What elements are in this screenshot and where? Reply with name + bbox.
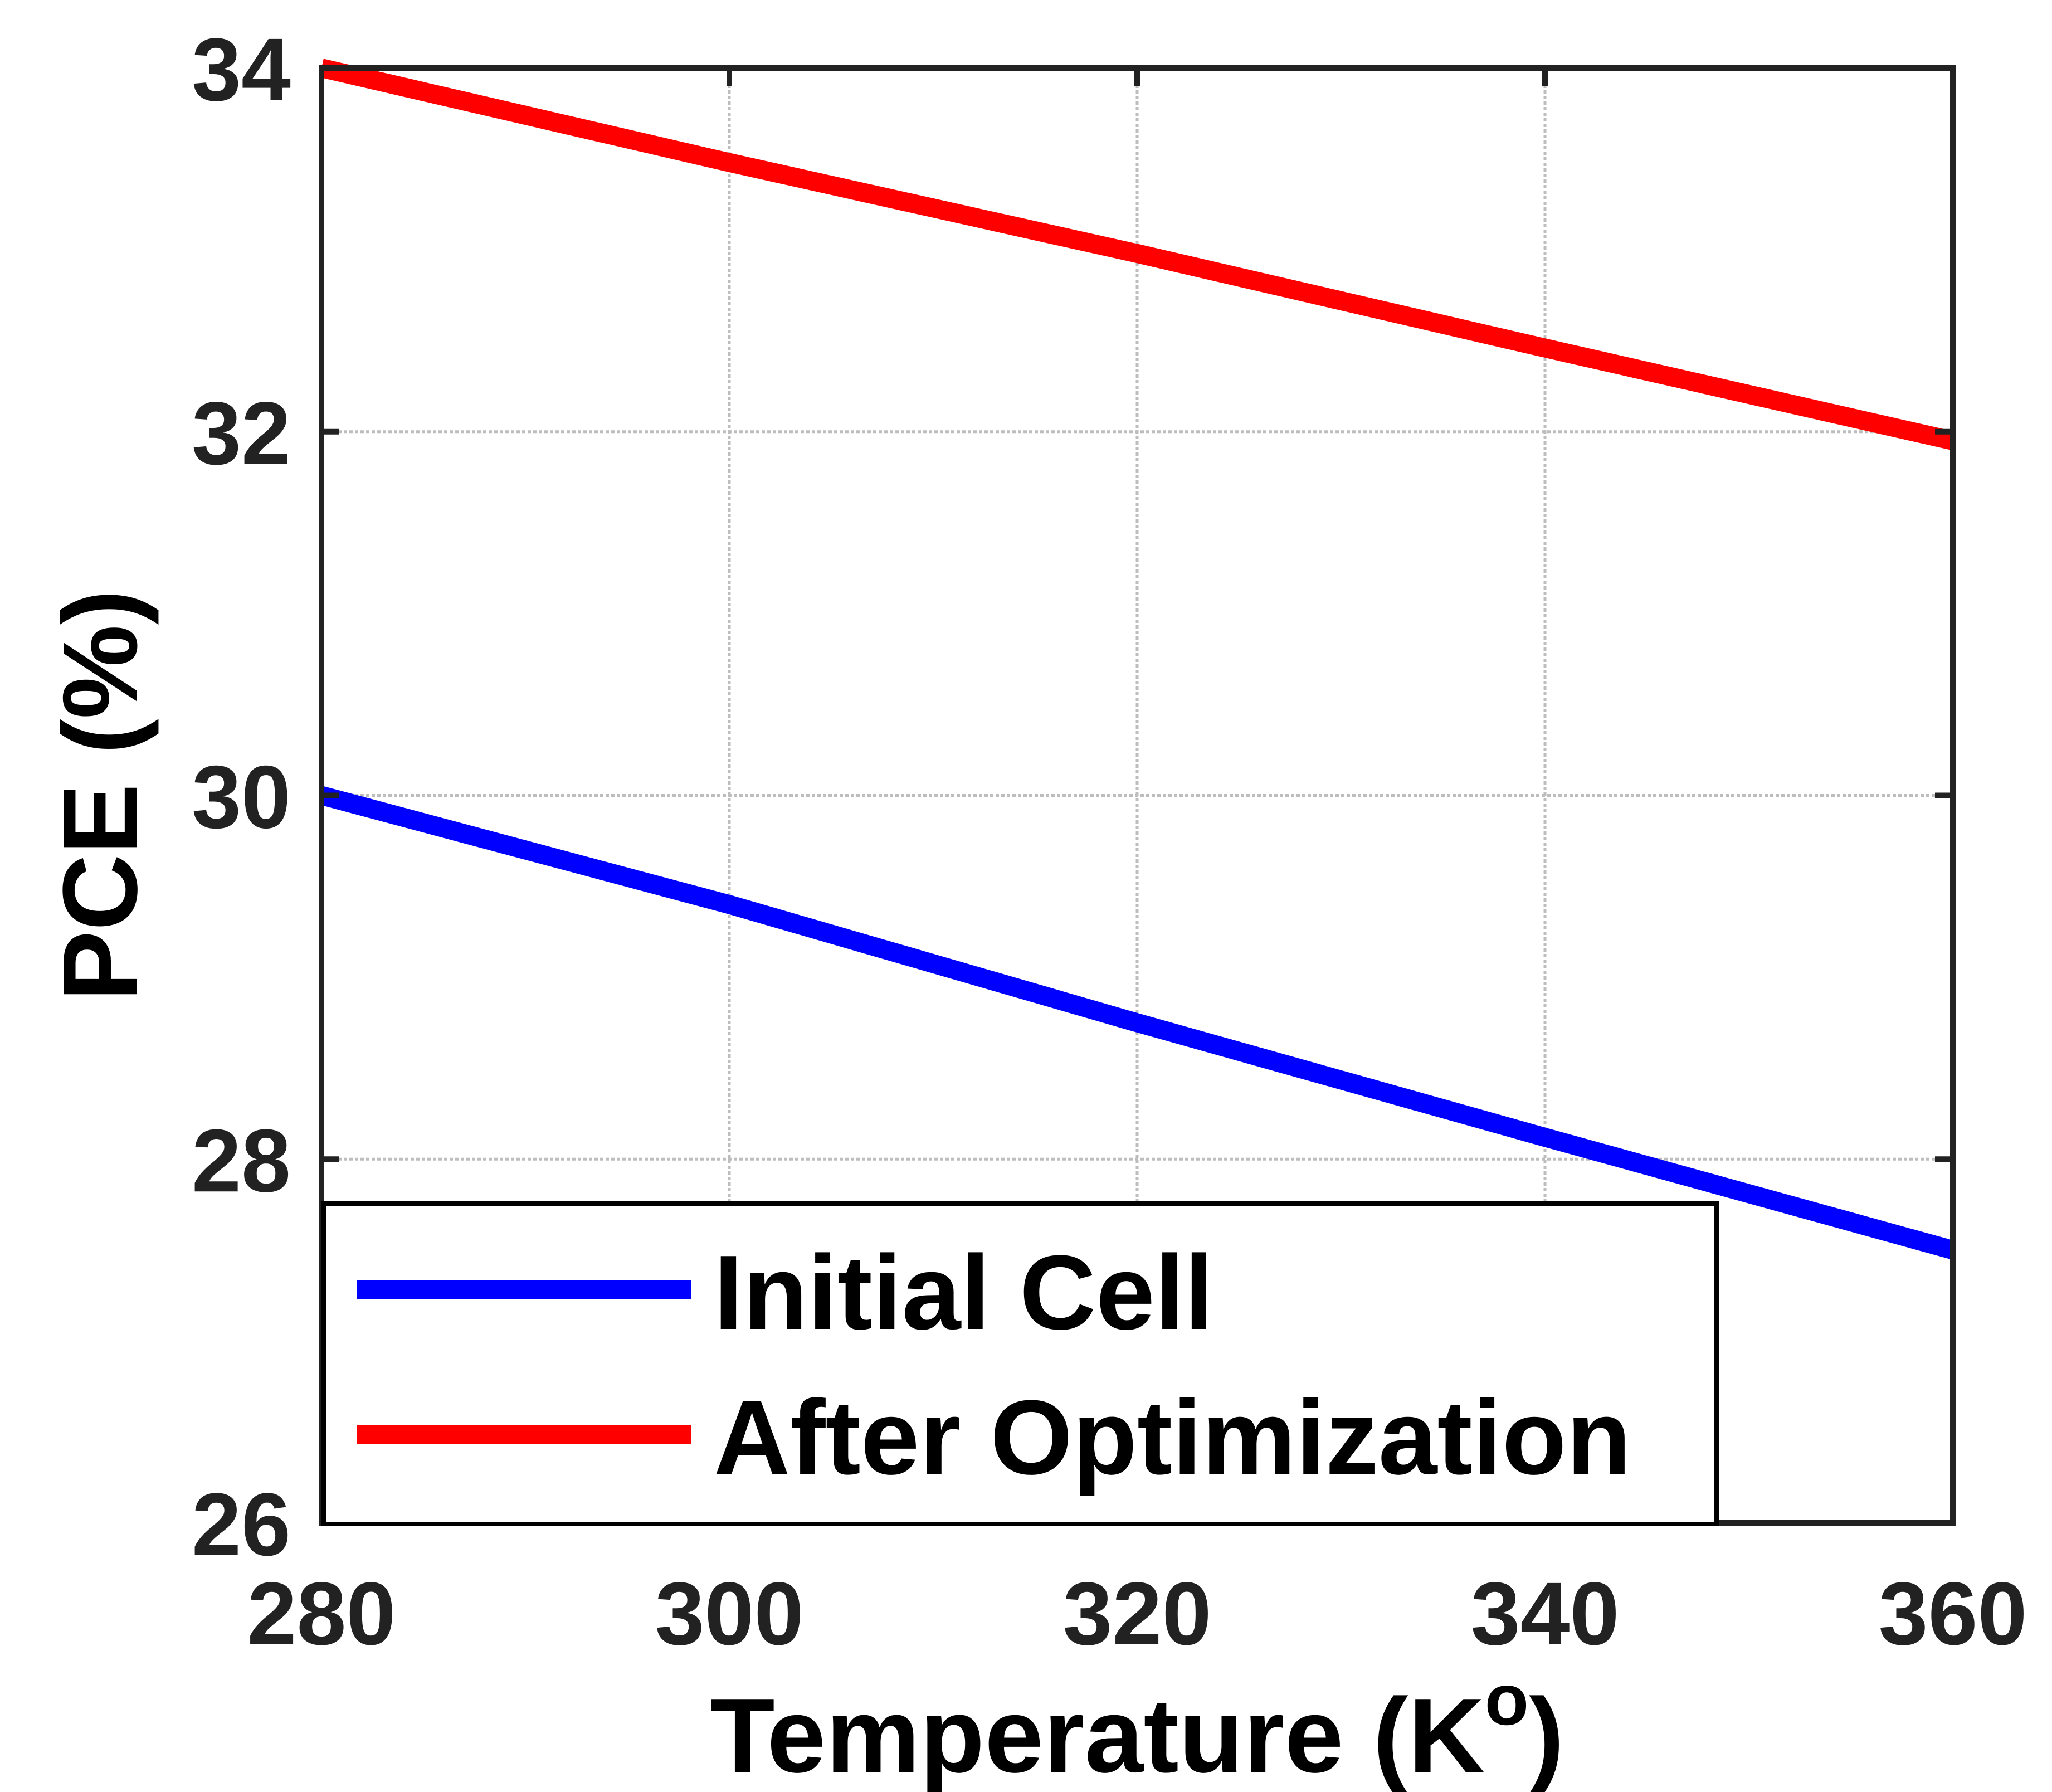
legend: Initial Cell After Optimization — [321, 1201, 1719, 1526]
y-tick-label-30: 30 — [192, 747, 291, 847]
series-layer — [319, 59, 1956, 1259]
y-axis-title: PCE (%) — [41, 590, 159, 1001]
x-tick-label-300: 300 — [655, 1564, 804, 1663]
legend-box — [321, 1201, 1719, 1526]
legend-label-after-optimization: After Optimization — [714, 1379, 1631, 1497]
x-tick-label-320: 320 — [1063, 1564, 1212, 1663]
series-line-after-optimization — [319, 59, 1955, 450]
y-tick-label-32: 32 — [192, 383, 291, 483]
x-axis-title: Temperature (Ko) — [710, 1659, 1564, 1792]
y-tick-label-34: 34 — [192, 20, 291, 119]
x-tick-label-340: 340 — [1471, 1564, 1620, 1663]
y-tick-label-26: 26 — [192, 1474, 291, 1574]
series-line-initial-cell — [319, 786, 1956, 1259]
legend-label-initial-cell: Initial Cell — [714, 1234, 1213, 1352]
x-axis-title-main: Temperature (K — [710, 1677, 1485, 1792]
x-axis-title-close: ) — [1529, 1677, 1564, 1792]
y-tick-label-28: 28 — [192, 1111, 291, 1210]
x-tick-label-280: 280 — [247, 1564, 396, 1663]
axis-ticks: 280 300 320 340 360 26 28 30 32 34 — [192, 20, 2027, 1663]
x-axis-title-superscript: o — [1485, 1659, 1529, 1740]
x-tick-label-360: 360 — [1879, 1564, 2027, 1663]
